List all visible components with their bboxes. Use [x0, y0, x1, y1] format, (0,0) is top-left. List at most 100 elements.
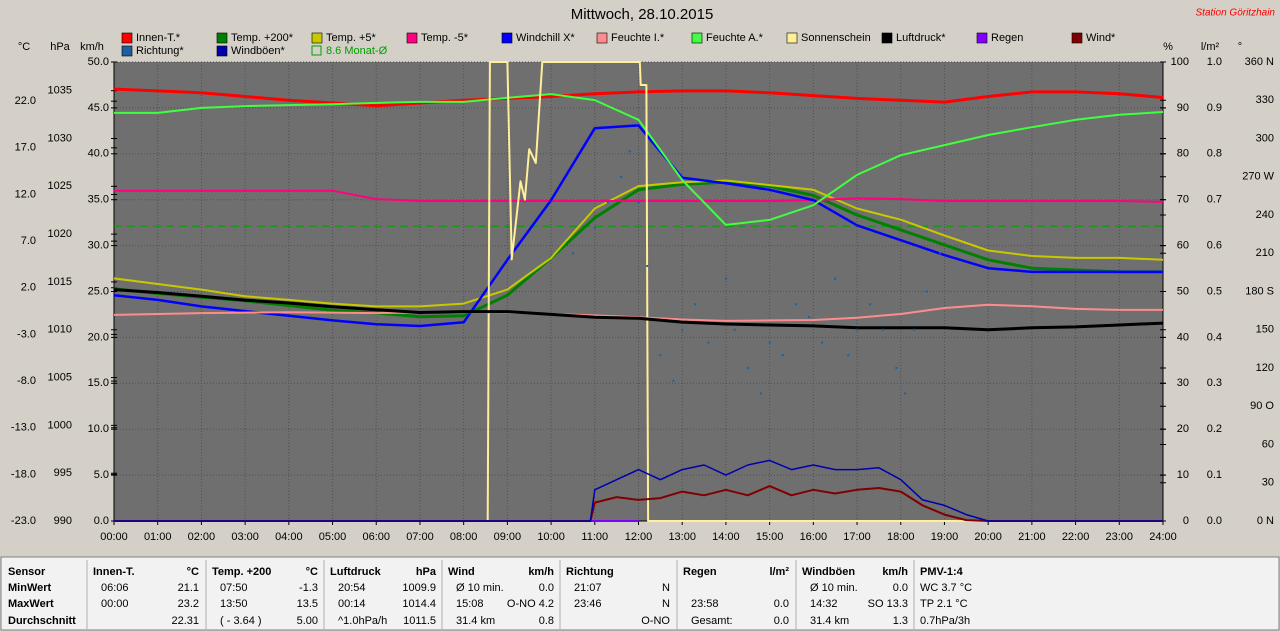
direction-dot [856, 328, 859, 331]
y-tick-label: 35.0 [88, 194, 109, 206]
stats-column-title: Temp. +200 [212, 566, 271, 578]
direction-dot [925, 290, 928, 293]
direction-dot [912, 328, 915, 331]
x-tick-label: 23:00 [1106, 531, 1134, 543]
y-tick-label: 22.0 [15, 95, 36, 107]
x-tick-label: 00:00 [100, 531, 128, 543]
y-tick-label: 20.0 [88, 331, 109, 343]
stats-cell: 14:32 [810, 598, 838, 610]
y-tick-label: 0.4 [1207, 331, 1222, 343]
legend-label: Feuchte A.* [706, 32, 764, 44]
stats-column-title: PMV-1:4 [920, 566, 964, 578]
stats-cell: SO 13.3 [868, 598, 908, 610]
y-tick-label: 300 [1256, 132, 1274, 144]
series-line [114, 189, 1164, 203]
stats-cell: 21:07 [574, 582, 602, 594]
stats-column-title: Innen-T. [93, 566, 135, 578]
y-tick-label: 17.0 [15, 142, 36, 154]
axis-unit: l/m² [1201, 41, 1220, 53]
direction-dot [724, 277, 727, 280]
direction-dot [821, 341, 824, 344]
direction-dot [637, 201, 640, 204]
stats-row-label: Sensor [8, 566, 46, 578]
y-tick-label: 0 [1183, 515, 1189, 527]
series-line [114, 61, 1163, 522]
x-tick-label: 12:00 [625, 531, 653, 543]
legend-label: Sonnenschein [801, 32, 871, 44]
series-line [113, 124, 1163, 328]
stats-cell: 13:50 [220, 598, 248, 610]
axis-unit: °C [18, 41, 30, 53]
x-tick-label: 02:00 [188, 531, 216, 543]
legend-label: Temp. +200* [231, 32, 294, 44]
direction-dot [781, 354, 784, 357]
y-tick-label: 90 [1177, 102, 1189, 114]
stats-cell: Ø 10 min. [810, 582, 858, 594]
legend-swatch [691, 32, 703, 44]
y-tick-label: 50 [1177, 285, 1189, 297]
stats-cell: 07:50 [220, 582, 248, 594]
direction-dot [807, 316, 810, 318]
direction-dot [620, 175, 623, 178]
stats-cell: 21.1 [178, 582, 199, 594]
x-tick-label: 14:00 [712, 531, 740, 543]
stats-column-unit: km/h [882, 566, 908, 578]
y-tick-label: 270 W [1242, 171, 1274, 183]
x-tick-label: 07:00 [406, 531, 434, 543]
direction-dot [606, 201, 609, 204]
stats-column-title: Regen [683, 566, 717, 578]
stats-cell: 5.00 [297, 615, 318, 627]
stats-cell: -1.3 [299, 582, 318, 594]
y-tick-label: -8.0 [17, 375, 36, 387]
y-tick-label: 0.5 [1207, 285, 1222, 297]
direction-dot [694, 303, 697, 306]
direction-dot [733, 328, 736, 331]
stats-cell: N [662, 598, 670, 610]
legend-label: Innen-T.* [136, 32, 181, 44]
legend-label: Luftdruck* [896, 32, 946, 44]
x-tick-label: 19:00 [931, 531, 959, 543]
y-tick-label: 30 [1177, 377, 1189, 389]
direction-dot [646, 265, 649, 267]
legend-swatch [406, 32, 418, 44]
y-tick-label: 240 [1256, 209, 1274, 221]
stats-cell: 23:46 [574, 598, 602, 610]
y-tick-label: 210 [1256, 247, 1274, 259]
stats-cell: ( - 3.64 ) [220, 615, 262, 627]
y-tick-label: 180 S [1245, 285, 1274, 297]
legend-swatch [311, 45, 322, 56]
stats-cell: ^1.0hPa/h [338, 615, 387, 627]
series-line [114, 485, 1163, 522]
stats-cell: 0.0 [893, 582, 908, 594]
stats-cell: 15:08 [456, 598, 484, 610]
series-line [113, 179, 1164, 308]
stats-cell: 06:06 [101, 582, 129, 594]
y-tick-label: -18.0 [11, 468, 36, 480]
y-tick-label: 1010 [48, 324, 72, 336]
stats-cell: 0.0 [774, 615, 789, 627]
legend-swatch [216, 32, 228, 44]
stats-cell: WC 3.7 °C [920, 582, 972, 594]
stats-cell: 1009.9 [402, 582, 436, 594]
y-tick-label: 12.0 [15, 188, 36, 200]
y-tick-label: 40.0 [88, 148, 109, 160]
y-tick-label: 45.0 [88, 102, 109, 114]
direction-dot [746, 367, 749, 369]
stats-column-unit: °C [187, 566, 199, 578]
legend-swatch [881, 32, 893, 44]
legend-swatch [216, 45, 228, 57]
stats-column-title: Windböen [802, 566, 855, 578]
stats-cell: 20:54 [338, 582, 366, 594]
direction-dot [869, 303, 872, 306]
y-tick-label: 1035 [48, 85, 72, 97]
stats-cell: 00:00 [101, 598, 129, 610]
x-tick-label: 11:00 [581, 531, 608, 543]
stats-row-label: Durchschnitt [8, 615, 76, 627]
y-tick-label: 10 [1177, 469, 1189, 481]
x-tick-label: 04:00 [275, 531, 303, 543]
y-tick-label: 0 N [1257, 515, 1274, 527]
direction-dot [904, 392, 907, 395]
direction-dot [571, 252, 574, 255]
x-tick-label: 03:00 [231, 531, 259, 543]
legend-swatch [786, 32, 798, 44]
